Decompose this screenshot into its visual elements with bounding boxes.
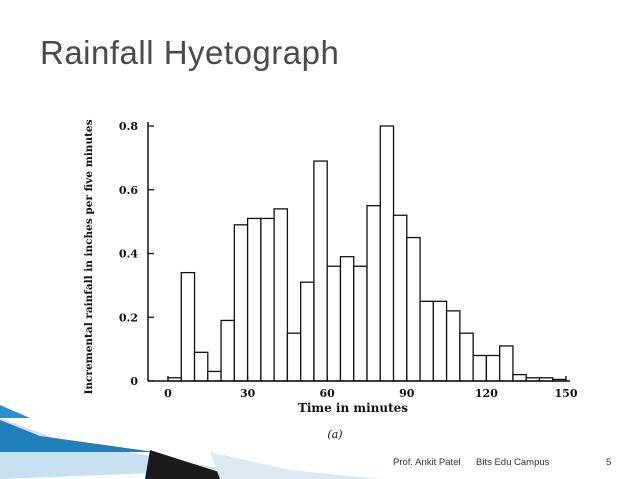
bar-35-40-min <box>260 217 275 382</box>
y-tick-label-0.2: 0.2 <box>119 311 138 324</box>
deco-blue-swoosh <box>0 420 155 452</box>
deco-dark-swoosh <box>145 450 230 479</box>
bar-100-105-min <box>432 300 448 382</box>
bar-125-130-min <box>499 345 514 382</box>
y-tick-label-0.4: 0.4 <box>119 248 138 261</box>
bar-80-85-min <box>379 125 395 382</box>
bars-group <box>167 125 567 382</box>
bar-65-70-min <box>339 256 355 382</box>
bar-20-25-min <box>220 319 235 382</box>
x-tick-label-90: 90 <box>399 387 415 400</box>
bar-70-75-min <box>353 265 368 382</box>
bar-55-60-min <box>313 160 328 382</box>
page-number: 5 <box>606 457 612 468</box>
bar-110-115-min <box>459 332 474 382</box>
y-tick-label-0.6: 0.6 <box>119 184 138 197</box>
bar-45-50-min <box>286 332 302 382</box>
bar-120-125-min <box>485 354 501 382</box>
chart-caption: (a) <box>327 428 342 441</box>
footer-author: Prof. Ankit Patel <box>393 457 461 468</box>
deco-light-band <box>0 405 30 418</box>
bar-105-110-min <box>445 310 461 382</box>
bar-115-120-min <box>472 354 488 382</box>
bar-60-65-min <box>326 265 342 382</box>
bar-85-90-min <box>392 214 408 382</box>
bar-25-30-min <box>233 224 249 382</box>
bar-90-95-min <box>406 236 421 382</box>
bar-5-10-min <box>180 271 196 382</box>
bar-40-45-min <box>273 208 289 382</box>
slide-title: Rainfall Hyetograph <box>40 34 340 71</box>
x-tick-label-150: 150 <box>555 387 578 400</box>
x-tick-label-0: 0 <box>164 387 172 400</box>
x-tick-label-120: 120 <box>475 387 498 400</box>
bar-15-20-min <box>207 370 222 382</box>
bar-95-100-min <box>419 300 434 382</box>
x-tick-label-60: 60 <box>320 387 336 400</box>
bar-30-35-min <box>246 217 262 382</box>
bar-75-80-min <box>366 205 381 382</box>
bar-10-15-min <box>193 351 209 382</box>
axes-group: 0 0.2 0.4 0.6 0.8 0 30 60 90 120 150 <box>119 120 578 400</box>
bar-50-55-min <box>300 281 315 382</box>
footer-organization: Bits Edu Campus <box>476 457 550 468</box>
x-tick-label-30: 30 <box>240 387 256 400</box>
y-tick-label-0.8: 0.8 <box>119 120 138 133</box>
x-axis-label: Time in minutes <box>298 401 408 415</box>
y-axis-label: Incremental rainfall in inches per five … <box>83 119 95 394</box>
deco-pale-swoosh <box>210 452 380 479</box>
y-tick-label-0: 0 <box>130 375 138 388</box>
bar-130-135-min <box>512 373 527 382</box>
